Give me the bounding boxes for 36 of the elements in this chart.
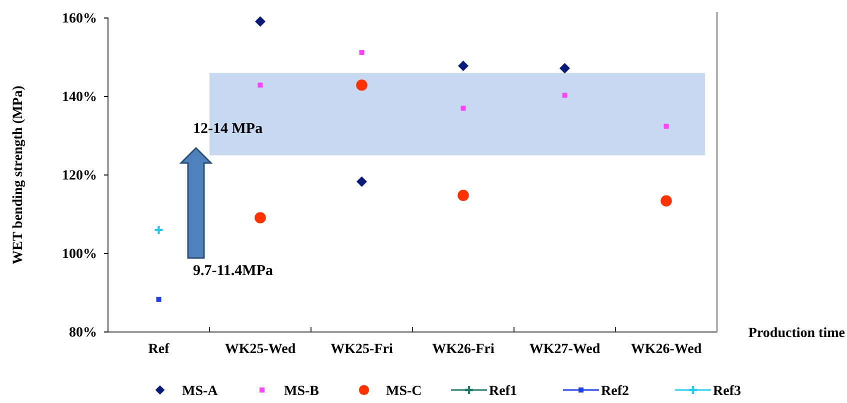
point	[156, 296, 162, 302]
x-tick-label: Ref	[148, 342, 170, 357]
y-tick-label: 160%	[62, 11, 97, 26]
legend-label: MS-C	[386, 384, 422, 399]
point	[356, 79, 368, 91]
point	[664, 124, 669, 129]
legend-label: MS-B	[284, 384, 319, 399]
point	[258, 82, 263, 88]
legend-label: Ref2	[601, 384, 629, 399]
x-tick-label: WK26-Wed	[630, 342, 702, 357]
x-axis-title: Production time	[748, 326, 845, 341]
legend-label: Ref1	[489, 384, 517, 399]
point	[660, 195, 672, 207]
point	[562, 92, 568, 98]
annotation: 9.7-11.4MPa	[193, 263, 274, 279]
y-tick-label: 80%	[69, 325, 97, 340]
y-tick-label: 100%	[62, 246, 97, 262]
point	[154, 224, 164, 236]
legend-label: MS-A	[182, 384, 219, 399]
x-tick-label: WK25-Fri	[330, 342, 393, 357]
legend-label: Ref3	[713, 384, 741, 399]
point	[458, 190, 469, 202]
x-tick-label: WK27-Wed	[529, 342, 600, 357]
y-tick-label: 120%	[62, 168, 97, 184]
y-tick-label: 140%	[62, 90, 97, 105]
point	[255, 16, 266, 27]
annotation: 12-14 MPa	[193, 121, 264, 137]
point	[560, 63, 570, 74]
point	[356, 176, 367, 187]
x-tick-label: WK25-Wed	[224, 342, 296, 357]
point	[359, 50, 364, 56]
point	[458, 60, 468, 72]
y-axis-title: WET bending strength (MPa)	[11, 85, 26, 264]
point	[254, 212, 266, 224]
point	[460, 106, 466, 111]
x-tick-label: WK26-Fri	[432, 342, 494, 357]
